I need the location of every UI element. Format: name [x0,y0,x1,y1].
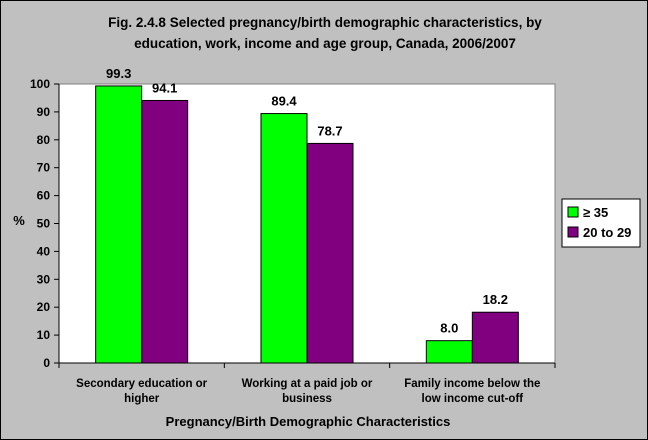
data-label: 18.2 [483,292,508,307]
y-tick-label: 30 [37,272,51,286]
category-label: Working at a paid job or [242,378,373,390]
bar [260,113,308,364]
bar [141,99,189,364]
legend-swatch [567,206,579,218]
category-label: low income cut-off [422,393,524,405]
x-axis-label: Pregnancy/Birth Demographic Characterist… [166,414,451,429]
legend-label: ≥ 35 [583,205,608,220]
y-tick-label: 10 [37,328,51,342]
y-tick-label: 80 [37,133,51,147]
category-label: higher [124,393,160,405]
data-label: 78.7 [317,123,342,138]
data-label: 99.3 [106,66,131,81]
chart-title-line-2: education, work, income and age group, C… [134,36,516,51]
y-tick-label: 60 [37,189,51,203]
category-label: Secondary education or [76,378,208,390]
y-tick-label: 90 [37,105,51,119]
bar [471,311,519,364]
data-label: 8.0 [440,321,458,336]
plot-area: 0 10 20 30 40 50 60 70 80 90 100 99.3 94.1 Secondary … [30,66,556,405]
chart-title-line-1: Fig. 2.4.8 Selected pregnancy/birth demo… [108,15,542,30]
bar [425,340,473,364]
y-tick-label: 100 [30,77,50,91]
y-axis-label: % [13,213,25,228]
y-tick-label: 20 [37,300,51,314]
legend-label: 20 to 29 [583,225,631,240]
data-label: 94.1 [152,80,177,95]
legend-swatch [567,226,579,238]
data-label: 89.4 [271,94,297,109]
y-tick-label: 50 [37,217,51,231]
y-tick-label: 0 [43,356,50,370]
y-tick-label: 40 [37,244,51,258]
bar [95,85,143,364]
y-tick-label: 70 [37,161,51,175]
category-label: business [282,393,332,405]
category-label: Family income below the [404,378,540,390]
legend: ≥ 35 20 to 29 [561,198,641,248]
bar [306,142,354,364]
